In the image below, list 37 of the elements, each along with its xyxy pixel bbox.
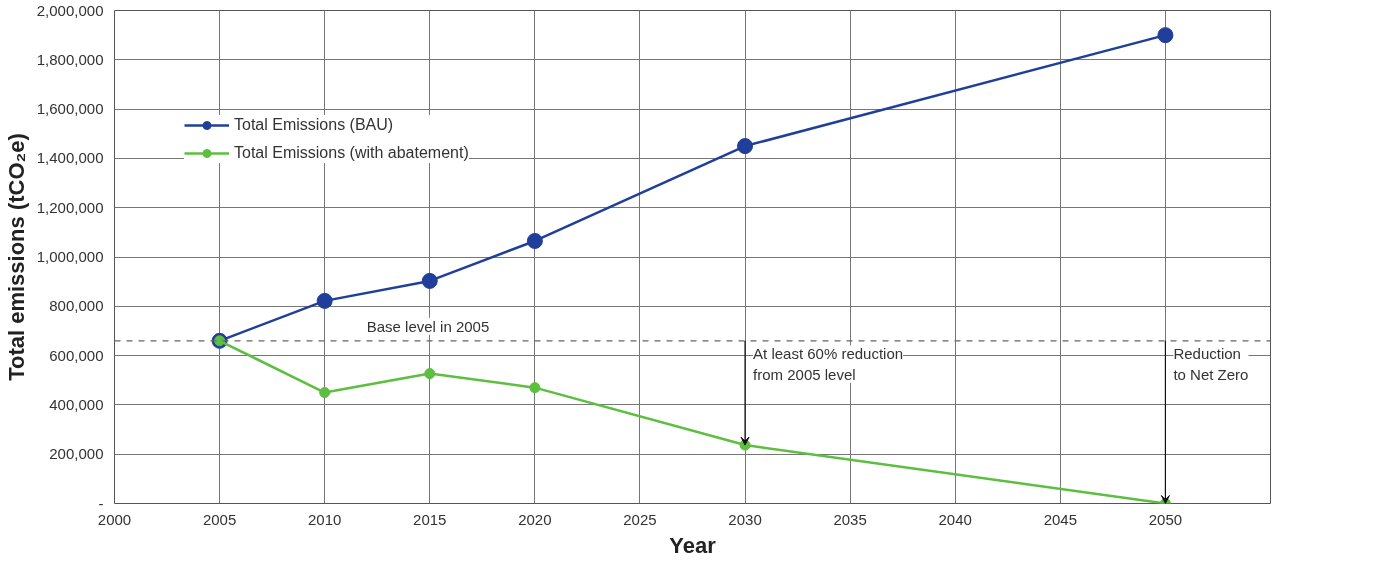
y-tick-label: 400,000 <box>49 395 104 413</box>
annotation: Reduction to Net Zero <box>1173 345 1249 383</box>
point <box>1157 27 1174 44</box>
x-tick-label: 2045 <box>1043 510 1078 528</box>
point <box>421 272 438 289</box>
point <box>526 232 543 249</box>
x-tick-label: 2050 <box>1148 510 1183 528</box>
point <box>316 292 333 309</box>
x-tick-label: 2030 <box>728 510 762 528</box>
y-tick-label: - <box>98 494 104 512</box>
legend-label: Total Emissions (with abatement) <box>234 144 469 162</box>
y-tick-label: 200,000 <box>49 445 104 463</box>
point <box>529 382 541 394</box>
point <box>737 138 754 155</box>
x-tick-label: 2005 <box>202 510 237 528</box>
y-tick-label: 1,600,000 <box>36 100 104 118</box>
y-tick-label: 1,200,000 <box>36 198 104 216</box>
ref-line-label: Base level in 2005 <box>366 317 490 335</box>
x-tick-label: 2035 <box>833 510 867 528</box>
annotation: At least 60% reduction from 2005 level <box>753 345 904 383</box>
y-tick-label: 600,000 <box>49 346 104 364</box>
x-axis-title: Year <box>669 532 717 558</box>
point <box>319 387 331 399</box>
x-tick-label: 2020 <box>518 510 552 528</box>
x-tick-label: 2000 <box>97 510 132 528</box>
y-tick-label: 1,400,000 <box>36 149 104 167</box>
y-tick-label: 1,800,000 <box>36 50 104 68</box>
legend-label: Total Emissions (BAU) <box>234 116 394 134</box>
x-tick-label: 2025 <box>623 510 657 528</box>
point <box>424 368 436 380</box>
x-tick-label: 2010 <box>308 510 342 528</box>
x-tick-label: 2015 <box>413 510 447 528</box>
y-tick-label: 2,000,000 <box>36 1 104 19</box>
x-tick-label: 2040 <box>938 510 972 528</box>
y-axis-title: Total emissions (tCO₂e) <box>3 133 29 381</box>
y-tick-label: 1,000,000 <box>36 248 104 265</box>
y-tick-label: 800,000 <box>49 297 104 315</box>
